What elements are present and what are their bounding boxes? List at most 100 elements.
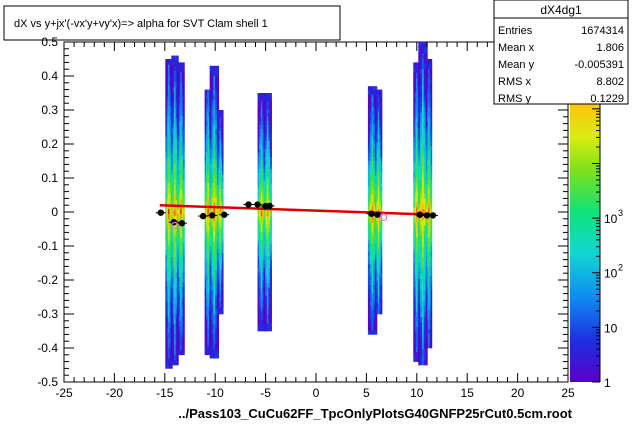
heatmap-cell	[380, 190, 383, 195]
heatmap-cell	[211, 314, 214, 320]
heatmap-cell	[211, 275, 214, 281]
heatmap-cell	[207, 253, 210, 258]
heatmap-cell	[425, 174, 428, 180]
heatmap-cell	[204, 319, 207, 325]
heatmap-cell	[169, 234, 172, 240]
heatmap-cell	[181, 91, 184, 97]
heatmap-cell	[204, 284, 207, 289]
heatmap-cell	[423, 90, 426, 97]
heatmap-cell	[166, 275, 169, 282]
heatmap-cell	[420, 52, 423, 59]
heatmap-cell	[183, 247, 185, 253]
heatmap-cell	[270, 295, 272, 300]
heatmap-cell	[377, 209, 380, 214]
heatmap-cell	[215, 95, 218, 101]
heatmap-cell	[207, 231, 210, 236]
heatmap-cell	[180, 159, 182, 166]
heatmap-cell	[427, 309, 429, 315]
heatmap-cell	[414, 167, 417, 173]
heatmap-cell	[371, 321, 374, 327]
heatmap-cell	[183, 101, 185, 107]
heatmap-cell	[373, 313, 376, 319]
heatmap-cell	[215, 328, 218, 335]
heatmap-cell	[263, 267, 266, 272]
heatmap-cell	[263, 176, 266, 181]
heatmap-cell	[171, 122, 174, 129]
heatmap-cell	[219, 191, 222, 196]
heatmap-cell	[423, 85, 426, 91]
heatmap-cell	[217, 201, 219, 206]
heatmap-cell	[428, 155, 430, 161]
heatmap-cell	[268, 176, 271, 181]
heatmap-cell	[377, 138, 380, 143]
heatmap-cell	[414, 87, 417, 93]
heatmap-cell	[420, 63, 423, 70]
heatmap-cell	[266, 247, 269, 252]
heatmap-cell	[220, 239, 223, 243]
heatmap-cell	[259, 196, 262, 201]
heatmap-cell	[429, 116, 432, 122]
heatmap-cell	[183, 286, 185, 292]
heatmap-cell	[266, 124, 269, 129]
heatmap-cell	[165, 89, 168, 96]
heatmap-cell	[166, 89, 169, 96]
heatmap-cell	[180, 232, 182, 239]
heatmap-cell	[262, 243, 265, 248]
heatmap-cell	[218, 140, 220, 145]
heatmap-cell	[374, 171, 377, 176]
heatmap-cell	[371, 235, 374, 240]
heatmap-cell	[423, 203, 426, 210]
heatmap-cell	[268, 223, 271, 229]
heatmap-cell	[181, 164, 184, 170]
heatmap-cell	[425, 354, 428, 360]
heatmap-cell	[175, 261, 178, 268]
heatmap-cell	[213, 246, 216, 252]
heatmap-cell	[259, 132, 262, 137]
heatmap-cell	[257, 311, 260, 316]
heatmap-cell	[376, 190, 379, 195]
heatmap-cell	[376, 145, 379, 150]
heatmap-cell	[263, 108, 266, 114]
heatmap-cell	[165, 131, 168, 137]
heatmap-cell	[430, 275, 433, 281]
heatmap-cell	[206, 306, 208, 311]
heatmap-cell	[414, 177, 417, 183]
heatmap-cell	[425, 328, 428, 334]
heatmap-cell	[413, 122, 415, 128]
heatmap-cell	[262, 319, 265, 324]
heatmap-cell	[377, 108, 380, 113]
heatmap-cell	[166, 229, 169, 235]
heatmap-cell	[215, 343, 218, 349]
heatmap-cell	[380, 138, 383, 143]
heatmap-cell	[266, 144, 269, 149]
heatmap-cell	[379, 254, 381, 259]
heatmap-cell	[262, 104, 265, 110]
heatmap-cell	[262, 315, 265, 320]
heatmap-cell	[367, 139, 371, 145]
heatmap-cell	[211, 289, 214, 296]
heatmap-cell	[172, 169, 175, 175]
heatmap-cell	[168, 270, 170, 276]
heatmap-cell	[171, 230, 174, 237]
heatmap-cell	[209, 241, 212, 247]
heatmap-cell	[174, 256, 176, 263]
heatmap-cell	[428, 290, 430, 296]
heatmap-cell	[380, 186, 383, 191]
heatmap-cell	[215, 192, 218, 198]
heatmap-cell	[262, 291, 265, 296]
heatmap-cell	[220, 113, 223, 118]
heatmap-cell	[380, 269, 383, 274]
heatmap-cell	[259, 327, 262, 332]
heatmap-cell	[262, 164, 265, 169]
heatmap-cell	[217, 140, 219, 145]
heatmap-cell	[169, 337, 172, 343]
heatmap-cell	[367, 297, 371, 302]
heatmap-cell	[215, 99, 218, 106]
heatmap-cell	[204, 89, 207, 95]
heatmap-cell	[270, 251, 272, 256]
heatmap-cell	[171, 323, 174, 330]
heatmap-cell	[177, 184, 180, 190]
heatmap-cell	[171, 308, 174, 314]
heatmap-cell	[413, 296, 415, 303]
heatmap-cell	[367, 156, 371, 161]
